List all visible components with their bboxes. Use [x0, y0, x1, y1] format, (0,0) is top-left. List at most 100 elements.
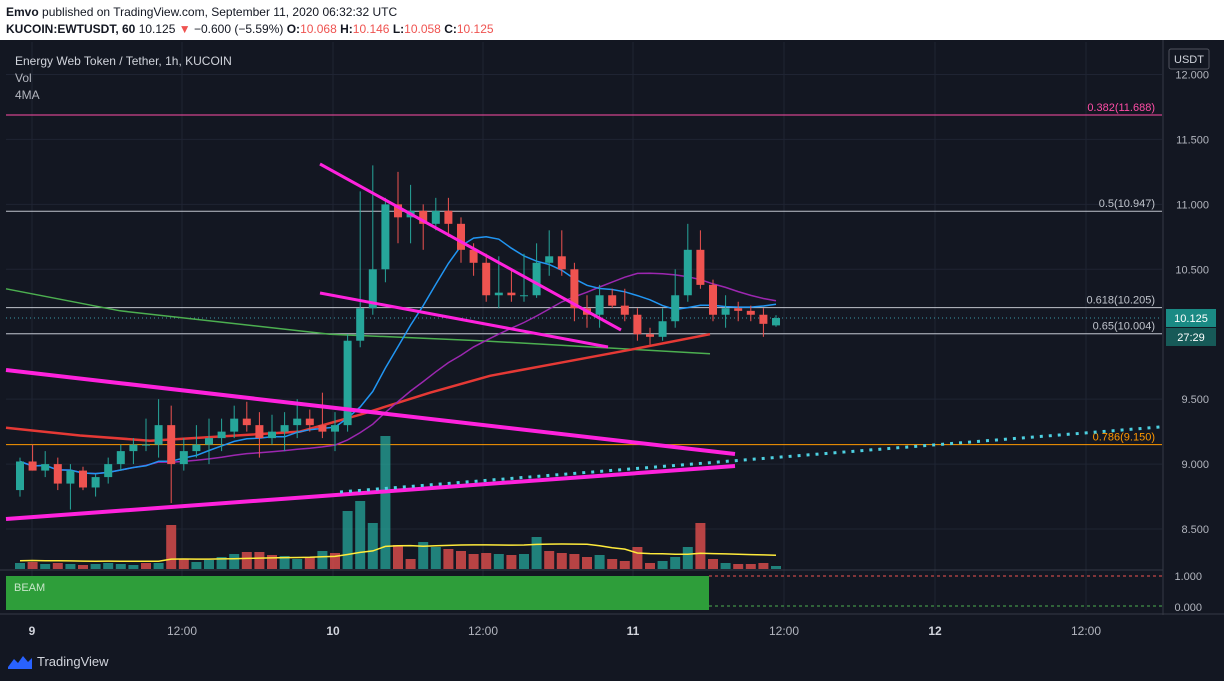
fib-level-label: 0.382(11.688)	[1087, 102, 1155, 114]
volume-bar	[531, 537, 542, 569]
candle-body	[66, 470, 75, 484]
volume-bar	[443, 549, 454, 569]
volume-bar	[115, 564, 126, 569]
candle-body	[557, 256, 566, 270]
candle-body	[280, 425, 289, 432]
volume-bar	[204, 560, 214, 569]
volume-bar	[78, 565, 88, 569]
time-tick-label: 12:00	[167, 624, 197, 638]
candle-body	[394, 204, 402, 218]
volume-bar	[456, 551, 466, 569]
candle-body	[255, 425, 264, 439]
volume-bar	[771, 566, 781, 569]
volume-bar	[430, 547, 441, 569]
candle-body	[79, 470, 87, 488]
candle-body	[520, 295, 528, 297]
volume-bar	[52, 563, 63, 569]
time-tick-label: 12:00	[1071, 624, 1101, 638]
ma-green-line	[5, 288, 711, 355]
volume-bar	[720, 563, 731, 569]
candle-body	[457, 223, 465, 250]
tradingview-logo-icon	[8, 655, 32, 669]
volume-bar	[632, 547, 643, 569]
low-value: 10.058	[404, 22, 441, 36]
fib-level-label: 0.5(10.947)	[1099, 198, 1155, 210]
candle-body	[507, 292, 516, 296]
volume-bar	[582, 557, 592, 569]
volume-bar	[267, 555, 277, 569]
legend-title[interactable]: Energy Web Token / Tether, 1h, KUCOIN	[15, 54, 232, 68]
volume-bar	[367, 523, 378, 569]
volume-bar	[758, 563, 769, 569]
publish-line: Emvo published on TradingView.com, Septe…	[6, 5, 397, 19]
chart-legend: Energy Web Token / Tether, 1h, KUCOIN Vo…	[15, 53, 232, 104]
volume-bar	[519, 554, 529, 569]
time-tick-label: 12:00	[769, 624, 799, 638]
time-tick-label: 12	[928, 624, 942, 638]
fib-level-label: 0.786(9.150)	[1093, 432, 1155, 444]
tradingview-logo[interactable]: TradingView	[8, 654, 109, 669]
candle-body	[268, 431, 276, 439]
beam-area	[6, 576, 709, 610]
candle-body	[545, 256, 554, 263]
time-tick-label: 11	[627, 624, 640, 638]
candle-body	[696, 249, 705, 285]
volume-bar	[380, 436, 391, 569]
candle-body	[331, 425, 339, 432]
candle-body	[734, 308, 743, 311]
volume-bar	[506, 555, 517, 569]
down-arrow-icon: ▼	[178, 22, 191, 36]
volume-bar	[229, 554, 240, 569]
candle-body	[318, 425, 327, 432]
volume-bar	[191, 562, 202, 569]
published-info: published on TradingView.com, September …	[42, 5, 398, 19]
legend-volume[interactable]: Vol	[15, 71, 32, 85]
candle-body	[217, 431, 226, 439]
candle-body	[368, 269, 377, 309]
volume-bar	[15, 563, 25, 569]
time-tick-label: 10	[326, 624, 340, 638]
candle-body	[142, 444, 150, 446]
volume-bar	[594, 555, 605, 569]
volume-bar	[40, 564, 51, 569]
countdown-badge	[1166, 327, 1216, 346]
trendline-wedge-lower	[319, 291, 609, 349]
candle-body	[646, 334, 654, 337]
volume-bar	[745, 564, 756, 569]
candle-body	[419, 210, 428, 224]
volume-bar	[304, 557, 315, 569]
publisher-name[interactable]: Emvo	[6, 5, 39, 19]
high-value: 10.146	[352, 22, 390, 36]
volume-bar	[418, 542, 429, 569]
close-label: C:	[444, 22, 457, 36]
price-chart[interactable]: 0.382(11.688) 0.5(10.947) 0.618(10.205) 0.6…	[0, 40, 1224, 645]
trendline-projection	[339, 425, 1161, 494]
symbol-name[interactable]: KUCOIN:EWTUSDT, 60	[6, 22, 136, 36]
candle-body	[431, 210, 440, 224]
volume-bar	[468, 554, 479, 569]
candle-body	[494, 292, 503, 296]
volume-bar	[178, 559, 189, 569]
volume-bar	[607, 559, 618, 569]
volume-bar	[682, 547, 693, 569]
legend-ma[interactable]: 4MA	[15, 88, 40, 102]
volume-bar	[90, 564, 101, 569]
symbol-line: KUCOIN:EWTUSDT, 60 10.125 ▼ −0.600 (−5.5…	[6, 22, 494, 36]
ma-blue-line	[19, 236, 777, 475]
volume-bar	[645, 563, 655, 569]
currency-label: USDT	[1174, 54, 1204, 66]
volume-bar	[330, 553, 340, 569]
candle-body	[41, 464, 50, 471]
price-change: −0.600 (−5.59%)	[193, 22, 284, 36]
candle-body	[205, 438, 213, 445]
price-tick-label: 9.000	[1181, 459, 1209, 471]
volume-bar	[254, 552, 265, 569]
candle-body	[104, 464, 113, 478]
open-label: O:	[286, 22, 301, 36]
volume-bar	[216, 557, 227, 569]
candle-body	[633, 314, 642, 335]
last-price-badge-label: 10.125	[1174, 313, 1208, 325]
trendline-support	[5, 464, 736, 521]
fib-level-label: 0.618(10.205)	[1087, 295, 1156, 307]
time-tick-label: 9	[29, 624, 36, 638]
